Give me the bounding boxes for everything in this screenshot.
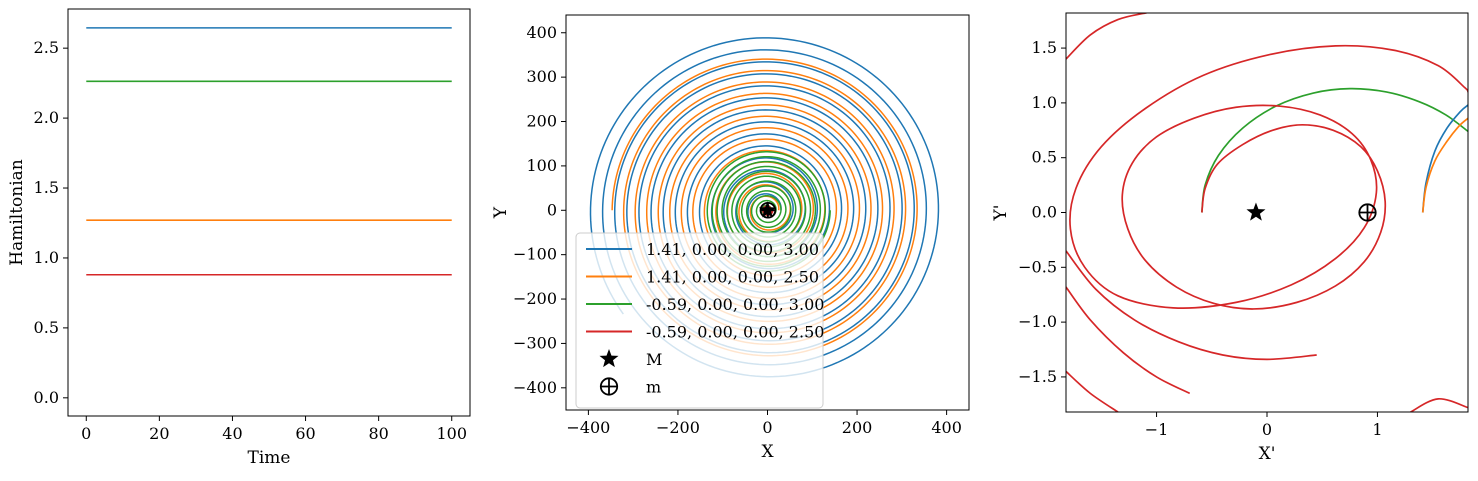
legend-item: 1.41, 0.00, 0.00, 3.00 — [586, 240, 819, 259]
y-tick-label: 0.5 — [1032, 148, 1057, 167]
legend-label: 1.41, 0.00, 0.00, 2.50 — [646, 268, 819, 287]
marker-m — [759, 202, 777, 219]
y-axis-label: Y — [491, 206, 511, 219]
y-tick-label: −1.0 — [1018, 312, 1057, 331]
panel-2-axes: −400 −200 0 200 400 −400 −300 −200 −100 0 100 200 30… — [491, 23, 962, 462]
y-tick-label: −100 — [513, 245, 557, 264]
legend-item: M — [599, 349, 662, 369]
plot-frame — [1065, 12, 1469, 413]
x-tick-label: 100 — [436, 424, 467, 443]
y-tick-label: −200 — [513, 289, 557, 308]
rotating-line-3 — [1421, 117, 1468, 213]
y-tick-label: 400 — [526, 23, 557, 42]
legend-marker-M — [599, 349, 619, 368]
rotating-line-1 — [1200, 87, 1468, 213]
rotating-line-8 — [1066, 370, 1119, 412]
rotating-frame-series — [1066, 13, 1468, 412]
x-tick-label: 400 — [931, 418, 962, 437]
legend-label: 1.41, 0.00, 0.00, 3.00 — [646, 240, 819, 259]
trajectory-line-2 — [611, 58, 918, 357]
legend-label: M — [646, 350, 662, 369]
legend-item: 1.41, 0.00, 0.00, 2.50 — [586, 268, 819, 287]
y-tick-label: 1.5 — [34, 178, 59, 197]
y-axis-label: Y' — [991, 205, 1011, 222]
panel-3-axes: −1 0 1 −1.5 −1.0 −0.5 0.0 0.5 1.0 1.5 X' Y' — [991, 38, 1383, 464]
y-tick-label: −400 — [513, 378, 557, 397]
x-tick-label: 40 — [222, 424, 242, 443]
x-axis-label: X — [761, 442, 774, 462]
y-tick-label: 0.0 — [34, 388, 59, 407]
trajectory-line-3 — [706, 151, 831, 272]
legend-label: -0.59, 0.00, 0.00, 2.50 — [646, 323, 824, 342]
x-tick-label: 20 — [149, 424, 169, 443]
y-tick-label: 100 — [526, 156, 557, 175]
legend-label: m — [646, 378, 661, 397]
rotating-line-6 — [1066, 250, 1317, 361]
legend-item: -0.59, 0.00, 0.00, 3.00 — [586, 295, 824, 314]
rotating-line-9 — [1410, 397, 1468, 412]
x-tick-label: −200 — [656, 418, 700, 437]
x-tick-label: 200 — [842, 418, 873, 437]
y-tick-label: −300 — [513, 333, 557, 352]
y-tick-label: 0.0 — [1032, 203, 1057, 222]
x-tick-label: −1 — [1145, 420, 1169, 439]
x-tick-label: 0 — [1262, 420, 1272, 439]
panel-1-axes: 0 20 40 60 80 100 0.0 0.5 1.0 1.5 2.0 2.5 Time Hamilt… — [7, 38, 467, 468]
y-tick-label: 1.0 — [34, 248, 59, 267]
legend-marker-m — [599, 377, 619, 396]
legend: 1.41, 0.00, 0.00, 3.00 1.41, 0.00, 0.00, … — [575, 232, 824, 409]
marker-M — [1246, 202, 1266, 221]
y-tick-label: −0.5 — [1018, 257, 1057, 276]
legend-label: -0.59, 0.00, 0.00, 3.00 — [646, 295, 824, 314]
rotating-line-4 — [1069, 44, 1468, 310]
rotating-line-5 — [1066, 13, 1151, 60]
y-tick-label: 0.5 — [34, 318, 59, 337]
y-tick-label: 300 — [526, 67, 557, 86]
legend-box — [575, 232, 824, 409]
x-tick-label: 0 — [81, 424, 91, 443]
x-tick-label: 0 — [762, 418, 772, 437]
legend-item: m — [599, 377, 661, 397]
y-tick-label: −1.5 — [1018, 367, 1057, 386]
y-tick-label: 1.0 — [1032, 93, 1057, 112]
hamiltonian-series — [86, 27, 452, 276]
x-axis-label: X' — [1259, 444, 1276, 464]
y-tick-label: 0 — [547, 200, 557, 219]
y-tick-label: 1.5 — [1032, 38, 1057, 57]
y-tick-label: 2.5 — [34, 38, 59, 57]
legend-item: -0.59, 0.00, 0.00, 2.50 — [586, 323, 824, 342]
marker-m — [1358, 203, 1377, 222]
x-tick-label: 80 — [368, 424, 388, 443]
rotating-line-7 — [1066, 286, 1191, 395]
x-axis-label: Time — [248, 448, 291, 468]
rotating-line-2 — [1421, 104, 1468, 213]
x-tick-label: 60 — [295, 424, 315, 443]
x-tick-label: −400 — [566, 418, 610, 437]
plot-frame — [67, 8, 471, 417]
y-tick-label: 200 — [526, 112, 557, 131]
y-axis-label: Hamiltonian — [7, 159, 27, 266]
y-tick-label: 2.0 — [34, 108, 59, 127]
x-tick-label: 1 — [1372, 420, 1382, 439]
